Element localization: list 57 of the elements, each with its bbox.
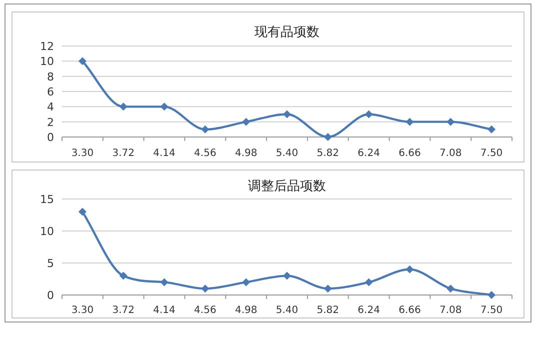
x-tick-label: 3.72: [112, 305, 134, 316]
point: [242, 118, 250, 126]
point: [160, 102, 168, 111]
x-tick-label: 6.24: [358, 305, 380, 316]
x-tick-label: 7.50: [480, 148, 503, 159]
point: [283, 272, 291, 280]
x-tick-label: 4.14: [153, 148, 176, 159]
point: [364, 110, 373, 118]
y-tick-label: 6: [47, 86, 54, 98]
point: [446, 284, 455, 293]
x-tick-label: 5.40: [276, 305, 298, 316]
point: [324, 133, 332, 141]
y-tick-label: 0: [47, 131, 54, 144]
x-tick-label: 4.98: [234, 148, 258, 159]
x-tick-label: 7.50: [480, 305, 503, 316]
x-tick-label: 3.30: [71, 148, 94, 159]
x-tick-label: 7.08: [440, 148, 462, 159]
x-tick-label: 4.14: [153, 305, 176, 316]
point: [119, 272, 128, 280]
point: [201, 125, 210, 134]
x-tick-label: 7.08: [440, 305, 462, 316]
x-tick-label: 6.24: [358, 148, 380, 159]
point: [283, 110, 291, 118]
x-tick-label: 6.66: [398, 148, 421, 159]
x-tick-label: 5.82: [316, 305, 340, 316]
point: [406, 265, 414, 274]
y-tick-label: 0: [47, 289, 54, 302]
y-tick-label: 12: [40, 40, 54, 53]
point: [78, 57, 86, 66]
point: [160, 278, 168, 286]
chart-title: 调整后品项数: [248, 179, 326, 194]
y-tick-label: 10: [40, 55, 54, 68]
point: [78, 208, 86, 216]
chart-title: 现有品项数: [254, 25, 320, 40]
point: [446, 118, 455, 126]
y-tick-label: 5: [47, 257, 54, 270]
point: [488, 125, 496, 134]
x-tick-label: 4.98: [234, 305, 258, 316]
point: [406, 118, 414, 126]
y-tick-label: 10: [40, 225, 54, 238]
point: [242, 278, 250, 286]
x-tick-label: 3.30: [71, 305, 94, 316]
x-tick-label: 3.72: [112, 148, 134, 159]
point: [119, 102, 128, 111]
y-tick-label: 2: [47, 116, 54, 129]
point: [201, 284, 210, 293]
x-tick-label: 6.66: [398, 305, 421, 316]
x-tick-label: 4.56: [194, 305, 216, 316]
x-tick-label: 4.56: [194, 148, 216, 159]
point: [324, 284, 332, 293]
y-tick-label: 4: [47, 100, 54, 114]
x-tick-label: 5.82: [316, 148, 340, 159]
point: [364, 278, 373, 286]
x-tick-label: 5.40: [276, 148, 298, 159]
y-tick-label: 15: [40, 193, 54, 206]
y-tick-label: 8: [47, 70, 54, 84]
point: [488, 291, 496, 299]
